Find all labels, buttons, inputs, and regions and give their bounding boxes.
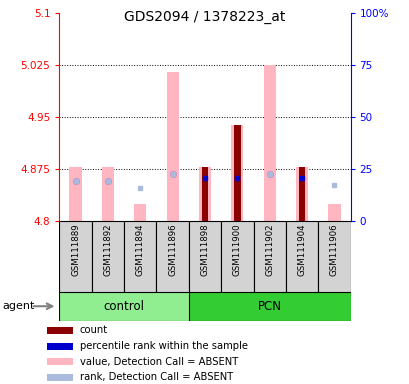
Text: GSM111894: GSM111894: [135, 223, 144, 276]
Bar: [328, 204, 340, 221]
Text: rank, Detection Call = ABSENT: rank, Detection Call = ABSENT: [79, 372, 232, 382]
Bar: [166, 72, 178, 221]
Text: PCN: PCN: [257, 300, 281, 313]
Bar: [201, 167, 208, 221]
Bar: [220, 221, 253, 292]
Bar: [317, 221, 350, 292]
Bar: [59, 221, 92, 292]
Text: GSM111900: GSM111900: [232, 223, 241, 276]
Bar: [69, 167, 81, 221]
Bar: [47, 327, 73, 334]
Text: GSM111906: GSM111906: [329, 223, 338, 276]
Bar: [234, 126, 240, 221]
Bar: [134, 204, 146, 221]
Text: agent: agent: [2, 301, 34, 311]
Text: value, Detection Call = ABSENT: value, Detection Call = ABSENT: [79, 357, 237, 367]
Bar: [47, 343, 73, 350]
Bar: [285, 221, 317, 292]
Bar: [189, 292, 366, 321]
Bar: [253, 221, 285, 292]
Text: GSM111902: GSM111902: [265, 223, 274, 276]
Bar: [231, 126, 243, 221]
Text: count: count: [79, 326, 108, 336]
Bar: [295, 167, 308, 221]
Bar: [47, 358, 73, 366]
Bar: [156, 221, 189, 292]
Bar: [298, 167, 305, 221]
Bar: [92, 221, 124, 292]
Bar: [198, 167, 211, 221]
Text: control: control: [103, 300, 144, 313]
Text: GSM111904: GSM111904: [297, 223, 306, 276]
Bar: [189, 221, 220, 292]
Text: GSM111896: GSM111896: [168, 223, 177, 276]
Text: GSM111898: GSM111898: [200, 223, 209, 276]
Bar: [124, 221, 156, 292]
Bar: [101, 167, 114, 221]
Bar: [263, 65, 275, 221]
Bar: [59, 292, 189, 321]
Bar: [47, 374, 73, 381]
Text: GDS2094 / 1378223_at: GDS2094 / 1378223_at: [124, 10, 285, 23]
Text: GSM111889: GSM111889: [71, 223, 80, 276]
Text: GSM111892: GSM111892: [103, 223, 112, 276]
Text: percentile rank within the sample: percentile rank within the sample: [79, 341, 247, 351]
